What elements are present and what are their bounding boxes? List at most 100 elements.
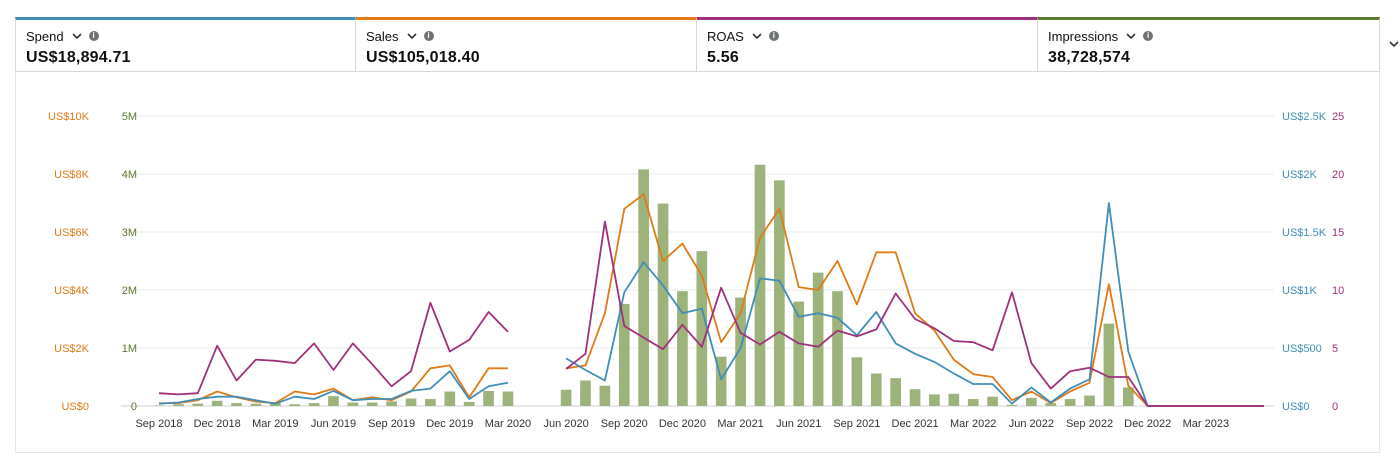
chart-frame: US$0 US$2K US$4K US$6K US$8K US$10K 0 1M 2M 3M 4M 5… [15,72,1380,453]
impressions-bar [289,404,301,406]
x-axis-tick-label: Mar 2019 [252,418,298,430]
roas-axis-tick-label: 25 [1332,111,1344,123]
chevron-down-icon[interactable] [751,30,763,42]
x-axis-tick-label: Sep 2022 [1066,418,1113,430]
roas-axis-tick-label: 10 [1332,285,1344,297]
impressions-bar [425,399,436,406]
impressions-bar [1045,403,1057,406]
impressions-bar [774,180,785,406]
spend-axis-tick-label: US$1K [1282,285,1318,297]
sales-axis-tick-label: US$6K [54,227,90,239]
impressions-bar [948,393,960,406]
metric-header: Impressions i [1048,28,1379,44]
x-axis-tick-label: Mar 2020 [485,418,531,430]
roas-axis-tick-label: 5 [1332,343,1338,355]
spend-axis-tick-label: US$500 [1282,343,1322,355]
metric-label: Sales [366,28,399,44]
x-axis-tick-label: Mar 2022 [950,418,996,430]
impressions-axis-tick-label: 2M [122,285,137,297]
info-icon[interactable]: i [423,31,434,41]
x-axis-tick-label: Dec 2022 [1124,418,1171,430]
impressions-bar [929,394,940,406]
impressions-bar [308,403,320,406]
x-axis-tick-label: Mar 2023 [1183,418,1229,430]
impressions-bar [211,400,223,406]
metric-value: US$105,018.40 [366,49,480,66]
sales-axis-tick-label: US$0 [61,401,89,413]
impressions-bar [386,401,397,406]
impressions-bar [1064,399,1076,406]
x-axis-tick-label: Sep 2018 [135,418,182,430]
impressions-bar [502,391,514,406]
x-axis-tick-label: Mar 2021 [717,418,763,430]
impressions-bar [909,389,921,406]
chevron-down-icon[interactable] [1125,30,1137,42]
impressions-bar [1006,404,1018,406]
x-axis-tick-label: Jun 2021 [776,418,821,430]
spend-axis-tick-label: US$1.5K [1282,227,1327,239]
impressions-bar [366,402,378,406]
impressions-bar [967,399,979,406]
impressions-bar [987,396,998,406]
x-axis-tick-label: Jun 2020 [543,418,588,430]
info-icon[interactable]: i [768,31,779,41]
metric-value: 5.56 [707,49,739,66]
impressions-bar [677,291,688,406]
metric-card-impressions[interactable]: Impressions i 38,728,574 [1038,17,1380,72]
roas-line [565,220,1264,407]
impressions-bar [173,404,184,406]
impressions-bar [715,356,727,406]
x-axis-tick-label: Dec 2019 [426,418,473,430]
impressions-bar [793,301,805,406]
impressions-bar [463,401,475,406]
metric-label: Impressions [1048,28,1119,44]
chevron-down-icon[interactable] [71,30,83,42]
impressions-bar [851,357,863,406]
info-icon[interactable]: i [88,31,99,41]
sales-axis-tick-label: US$8K [54,169,90,181]
metric-card-roas[interactable]: ROAS i 5.56 [697,17,1038,72]
impressions-bar [444,391,456,406]
impressions-axis-tick-label: 4M [122,169,137,181]
metric-header: Sales i [366,28,696,44]
impressions-axis-tick-label: 0 [131,401,137,413]
roas-line [158,301,509,396]
impressions-bar [1122,387,1134,406]
spend-axis-tick-label: US$2.5K [1282,111,1327,123]
metric-value: 38,728,574 [1048,49,1131,66]
x-axis-tick-label: Jun 2022 [1009,418,1054,430]
performance-chart: US$0 US$2K US$4K US$6K US$8K US$10K 0 1M 2M 3M 4M 5… [48,111,1344,430]
impressions-axis-tick-label: 3M [122,227,137,239]
metric-card-spend[interactable]: Spend i US$18,894.71 [15,17,356,72]
sales-axis-tick-label: US$4K [54,285,90,297]
sales-line [159,364,508,405]
impressions-bar [657,203,669,406]
metric-card-sales[interactable]: Sales i US$105,018.40 [356,17,697,72]
chevron-down-icon[interactable] [406,30,418,42]
metrics-bar: Spend i US$18,894.71 Sales i US$105,018.40 ROA… [15,17,1380,72]
chevron-down-icon[interactable] [1388,38,1400,50]
x-axis-tick-label: Sep 2020 [601,418,648,430]
sales-axis-tick-label: US$10K [48,111,90,123]
metric-label: ROAS [707,28,744,44]
impressions-bar [812,272,824,406]
info-icon[interactable]: i [1143,31,1154,41]
impressions-axis-tick-label: 5M [122,111,137,123]
impressions-bar [328,396,339,406]
impressions-bar [890,378,901,406]
x-axis-tick-label: Sep 2019 [368,418,415,430]
impressions-bar [347,402,359,406]
spend-line [158,370,509,405]
impressions-bar [250,403,262,406]
impressions-bar [618,303,630,406]
impressions-bar [832,291,843,406]
impressions-bar [1103,323,1115,406]
x-axis-tick-label: Dec 2018 [194,418,241,430]
spend-line [565,202,1264,407]
impressions-bar [405,398,417,406]
impressions-bar [870,373,882,406]
impressions-bar [696,251,708,406]
impressions-bar [153,405,165,406]
roas-axis-tick-label: 20 [1332,169,1344,181]
metric-header: ROAS i [707,28,1037,44]
